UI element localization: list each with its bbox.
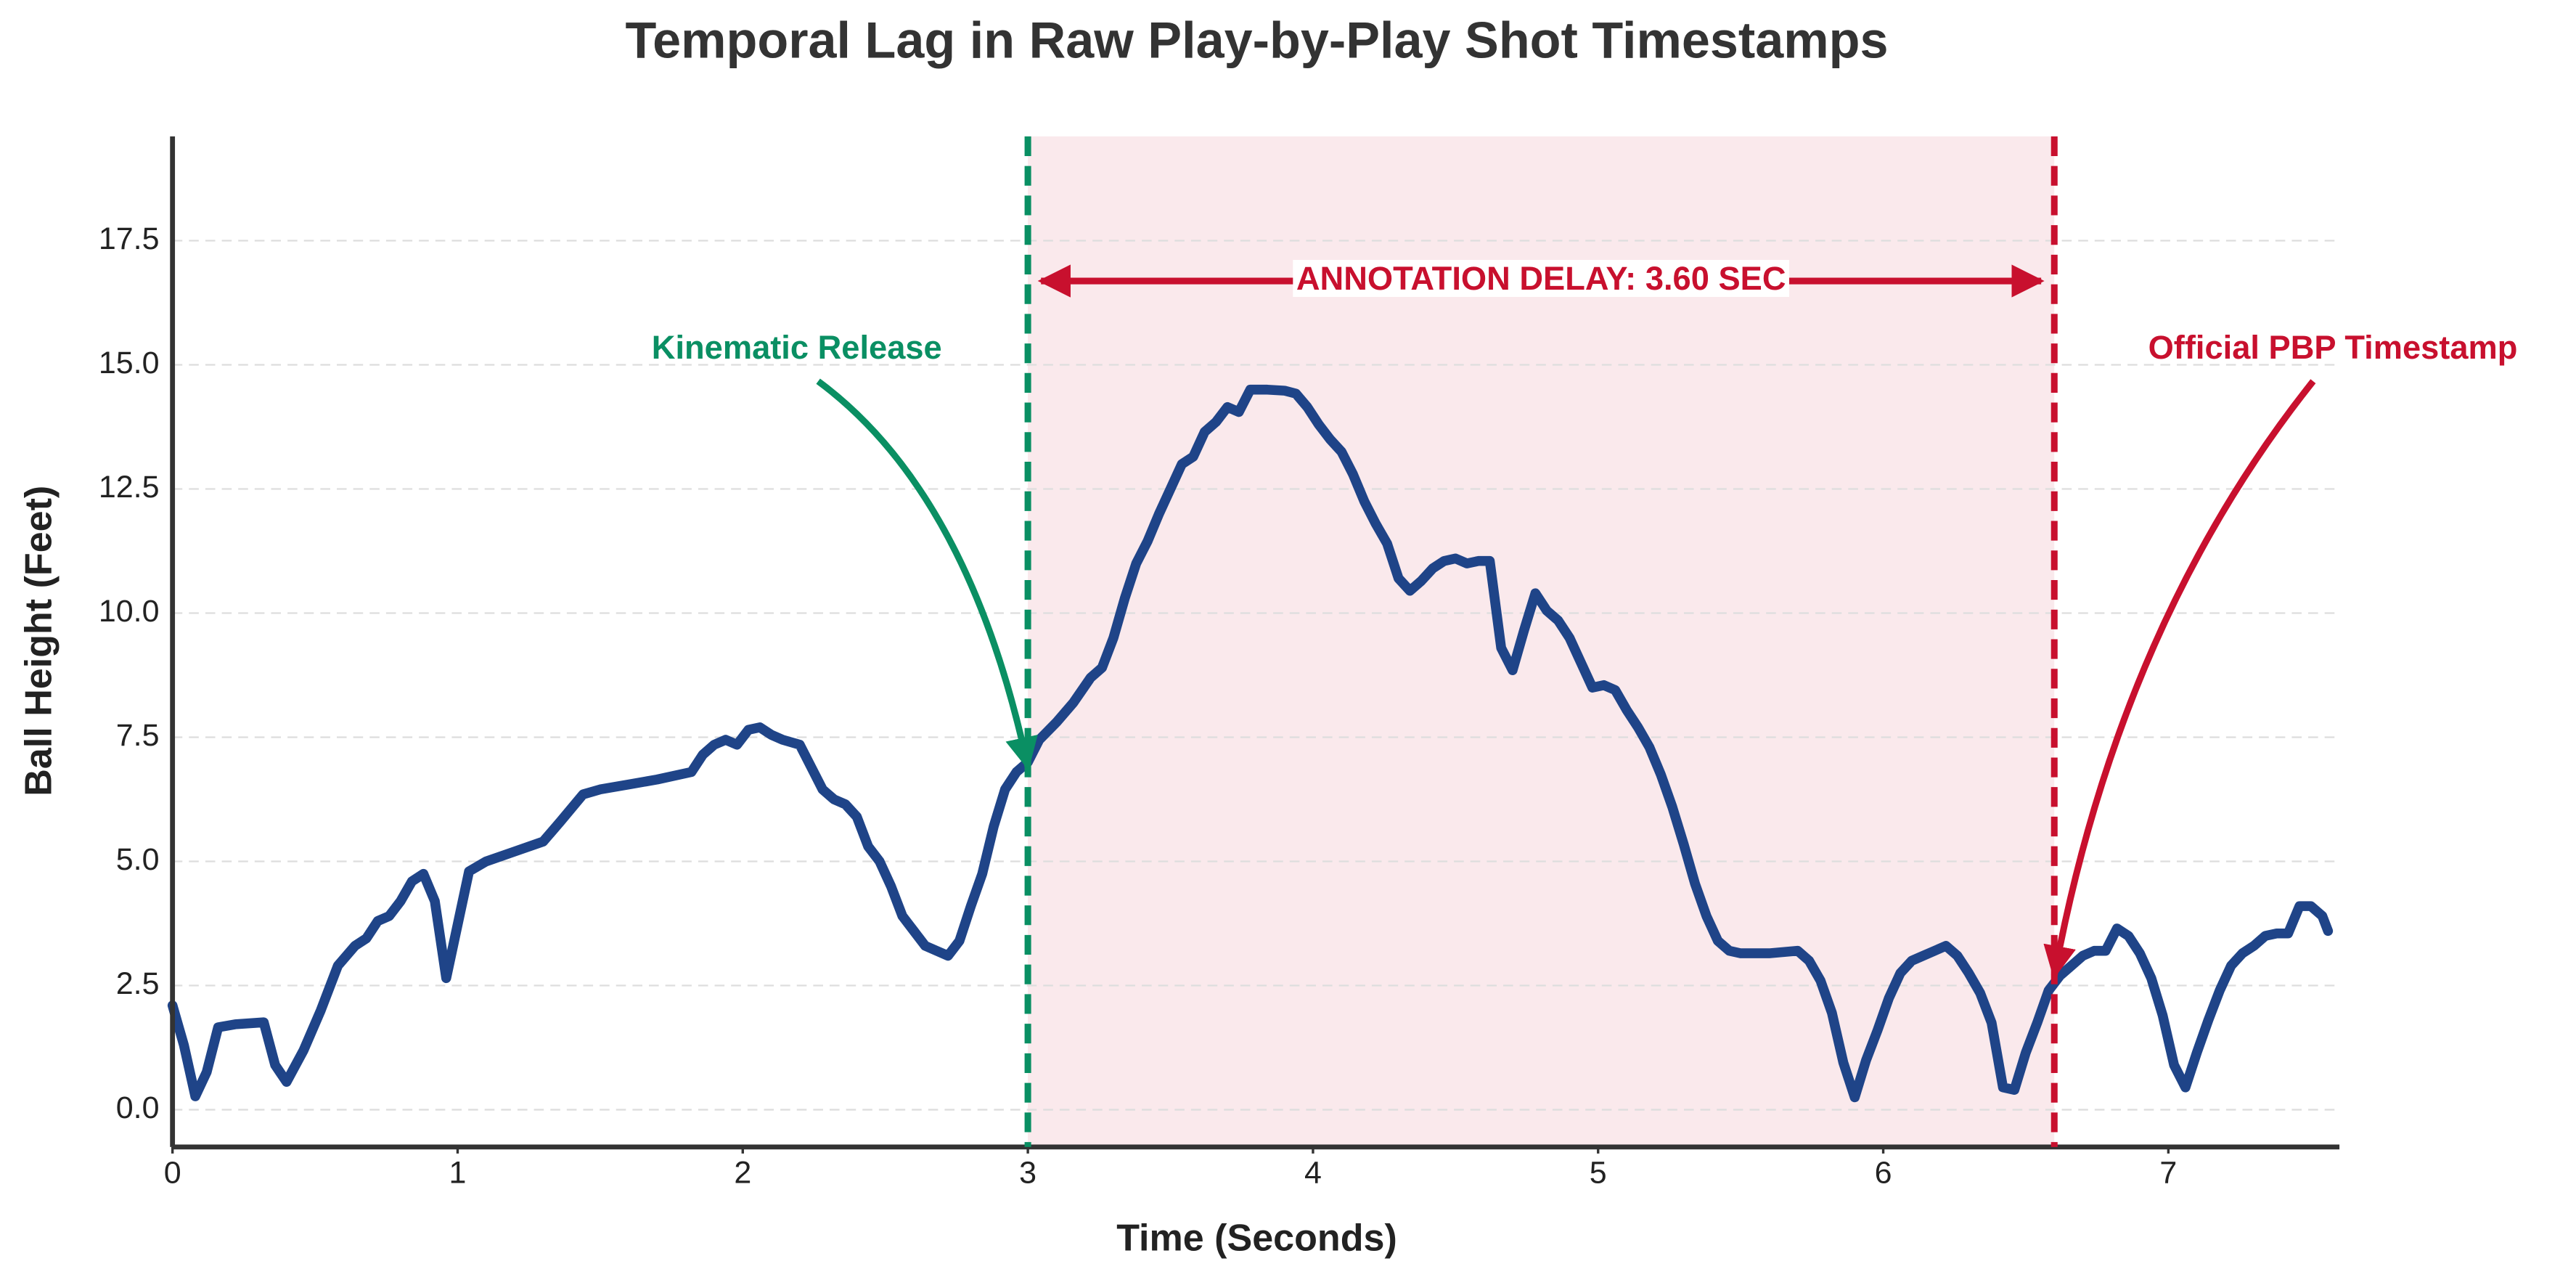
annotation-label: Kinematic Release <box>652 329 942 366</box>
y-tick-label: 10.0 <box>99 594 160 629</box>
x-tick-label: 3 <box>1019 1156 1036 1191</box>
y-tick-label: 17.5 <box>99 221 160 256</box>
delay-span <box>1028 136 2055 1147</box>
x-axis-label: Time (Seconds) <box>1116 1217 1397 1260</box>
annotation-arrow <box>2043 379 2316 979</box>
x-tick-label: 2 <box>734 1156 751 1191</box>
y-tick-label: 5.0 <box>116 842 160 877</box>
y-tick-label: 7.5 <box>116 718 160 753</box>
annotation-arrow <box>816 378 1038 771</box>
delay-label-bg <box>1293 260 1790 298</box>
x-tick-label: 4 <box>1304 1156 1322 1191</box>
annotation-label: Official PBP Timestamp <box>2148 329 2518 366</box>
x-tick-label: 6 <box>1875 1156 1892 1191</box>
x-tick-label: 0 <box>164 1156 181 1191</box>
x-tick-label: 1 <box>449 1156 467 1191</box>
y-tick-label: 12.5 <box>99 470 160 505</box>
delay-label: ANNOTATION DELAY: 3.60 SEC <box>1296 260 1786 297</box>
x-tick-label: 5 <box>1590 1156 1607 1191</box>
y-tick-label: 15.0 <box>99 346 160 380</box>
x-tick-label: 7 <box>2159 1156 2177 1191</box>
y-axis-label: Ball Height (Feet) <box>17 486 60 796</box>
chart-title: Temporal Lag in Raw Play-by-Play Shot Ti… <box>625 12 1888 69</box>
data-line <box>167 384 2334 1103</box>
y-tick-label: 0.0 <box>116 1090 160 1125</box>
y-tick-label: 2.5 <box>116 966 160 1001</box>
